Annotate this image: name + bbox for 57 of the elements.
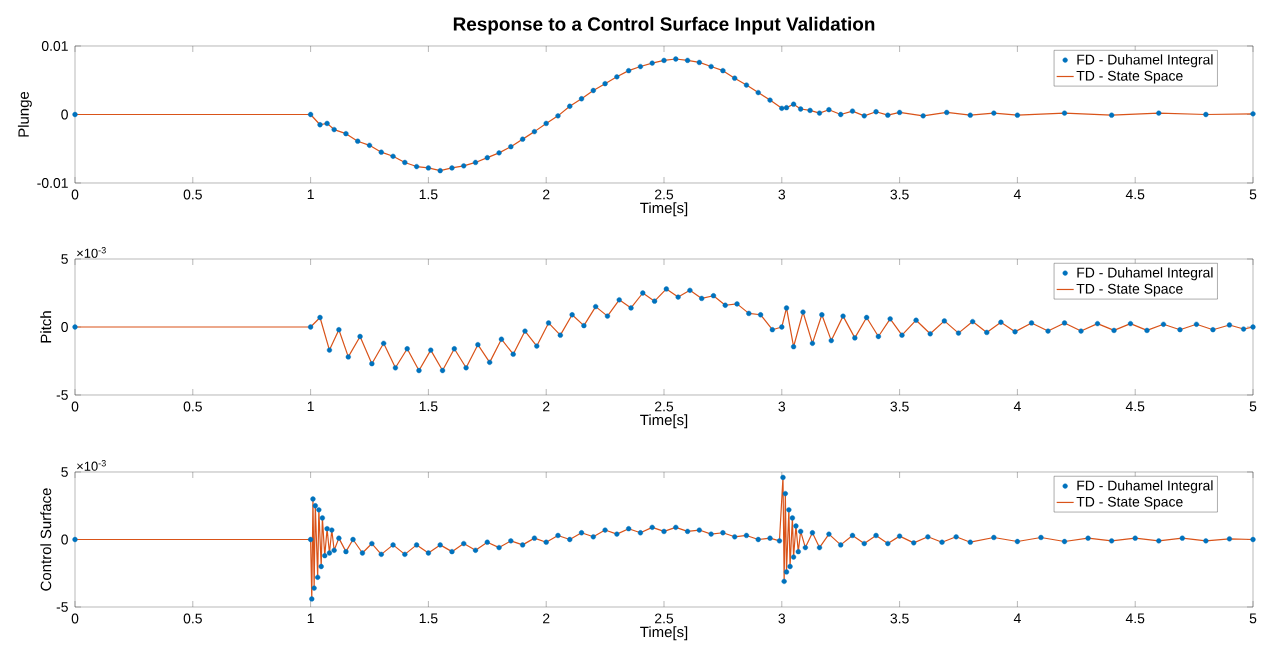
x-tick-label: 1.5: [419, 613, 438, 624]
x-tick-label: 3.5: [890, 401, 909, 412]
x-tick-label: 0: [71, 189, 79, 200]
x-axis-title: Time[s]: [640, 414, 688, 429]
y-tick-label: 5: [61, 254, 68, 264]
text: ×10$^{-3}$: [77, 460, 106, 471]
x-tick-label: 0: [71, 401, 79, 412]
x-tick-label: 4: [1013, 189, 1021, 200]
legend-label: FD - Duhamel Integral: [1077, 267, 1213, 281]
x-tick-label: 1: [307, 189, 314, 200]
x-tick-label: 0.5: [183, 401, 202, 412]
x-tick-label: 2: [543, 401, 550, 412]
y-tick-label: 0: [61, 109, 68, 120]
x-tick-label: 2.5: [655, 189, 674, 200]
y-tick-label: 0: [61, 534, 68, 545]
x-axis-title: Time[s]: [640, 202, 688, 217]
x-tick-label: 3: [778, 613, 786, 624]
x-tick-label: 2.5: [655, 613, 674, 624]
x-tick-label: 4.5: [1125, 613, 1145, 624]
x-tick-label: 0.5: [183, 189, 202, 200]
x-tick-label: 3: [778, 189, 786, 200]
x-tick-label: 4: [1013, 613, 1021, 624]
x-tick-label: 2: [543, 189, 550, 200]
y-axis-title: Pitch: [40, 311, 52, 343]
x-tick-label: 4.5: [1125, 401, 1145, 412]
x-tick-label: 1: [307, 613, 314, 624]
legend-label: TD - State Space: [1076, 70, 1183, 84]
x-axis-title: Time[s]: [640, 626, 688, 641]
x-tick-label: 0: [71, 613, 79, 624]
chart-title: Response to a Control Surface Input Validation: [453, 16, 875, 35]
x-tick-label: 5: [1249, 401, 1257, 412]
legend-label: FD - Duhamel Integral: [1077, 54, 1213, 68]
legend-label: TD - State Space: [1076, 496, 1183, 510]
text: ×10$^{-3}$: [77, 247, 106, 258]
x-tick-label: 4: [1013, 401, 1021, 412]
y-tick-label: -0.01: [37, 178, 68, 188]
x-tick-label: 5: [1249, 613, 1257, 624]
y-axis-title: Plunge: [17, 91, 32, 137]
x-tick-label: 4.5: [1125, 189, 1145, 200]
y-tick-label: -5: [56, 602, 68, 612]
x-tick-label: 1.5: [419, 401, 438, 412]
x-tick-label: 5: [1249, 189, 1257, 200]
x-tick-label: 3.5: [890, 613, 909, 624]
x-tick-label: 1: [307, 401, 314, 412]
y-tick-label: -5: [56, 390, 68, 400]
x-tick-label: 1.5: [419, 189, 438, 200]
y-tick-label: 5: [61, 467, 68, 477]
x-tick-label: 2.5: [655, 401, 674, 412]
y-tick-label: 0.01: [41, 41, 68, 51]
legend-label: TD - State Space: [1076, 283, 1183, 297]
legend-label: FD - Duhamel Integral: [1077, 480, 1213, 494]
x-tick-label: 3: [778, 401, 786, 412]
y-axis-title: Control Surface: [40, 488, 52, 591]
y-tick-label: 0: [61, 322, 68, 332]
x-tick-label: 2: [543, 613, 550, 624]
x-tick-label: 3.5: [890, 189, 909, 200]
x-tick-label: 0.5: [183, 613, 202, 624]
